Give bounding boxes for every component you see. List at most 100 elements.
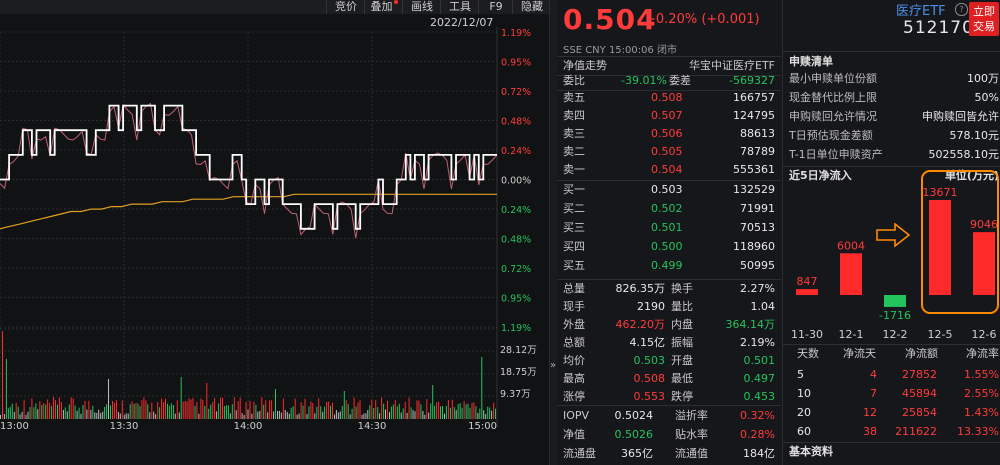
volume-bar (84, 400, 86, 419)
bid-row[interactable]: 买五 0.499 50995 (557, 257, 781, 275)
toolbar-tools-button[interactable]: 工具 (440, 0, 479, 14)
volume-bar (277, 410, 278, 419)
price-line (0, 104, 497, 230)
volume-bar (253, 401, 255, 419)
basic-info-header[interactable]: 基本资料 (783, 443, 1000, 461)
divider (783, 51, 1000, 52)
volume-bar (465, 404, 467, 419)
extra-label: 贴水率 (675, 428, 708, 441)
flow-stats-header-cell: 净流率 (966, 347, 999, 360)
volume-bar (235, 410, 237, 419)
x-tick-label: 13:00 (0, 421, 29, 432)
volume-bar (255, 404, 257, 419)
bid-price: 0.501 (651, 221, 683, 234)
volume-bar (137, 403, 139, 419)
volume-bar (306, 414, 308, 419)
volume-bar (102, 411, 104, 419)
stat-label: 现手 (563, 300, 585, 313)
bid-level-label: 买五 (563, 259, 585, 272)
ask-row[interactable]: 卖三 0.506 88613 (557, 125, 781, 143)
volume-bar (310, 401, 312, 419)
volume-bar (487, 406, 489, 419)
volume-bar (489, 407, 491, 419)
volume-bar (353, 397, 355, 419)
stat-label: 跌停 (671, 390, 693, 403)
intraday-chart-panel[interactable]: 竞价 叠加 画线 工具 F9 隐藏 2022/12/07 1.19% 0.95% 0… (0, 0, 550, 465)
ask-row[interactable]: 卖四 0.507 124795 (557, 107, 781, 125)
extra-label: 净值 (563, 428, 585, 441)
flow-days: 10 (797, 387, 811, 400)
bid-level-label: 买一 (563, 183, 585, 196)
collapse-arrow-icon[interactable]: » (550, 360, 557, 371)
volume-bar (320, 406, 322, 419)
trade-now-button[interactable]: 立即 交易 (969, 2, 999, 36)
volume-bar (247, 409, 249, 419)
stat-row: 总量 826.35万 换手 2.27% (557, 280, 781, 298)
average-price-line (0, 193, 497, 230)
volume-bar (35, 403, 37, 419)
volume-bar (200, 398, 202, 419)
y-tick-label: 1.19% (501, 323, 531, 334)
volume-bar (218, 403, 220, 419)
volume-bar (133, 404, 135, 419)
volume-tick-label: 9.37万 (500, 389, 531, 400)
bid-row[interactable]: 买二 0.502 71991 (557, 200, 781, 218)
volume-bar (365, 413, 367, 419)
volume-bar (402, 408, 404, 419)
toolbar-auction-button[interactable]: 竞价 (326, 0, 365, 14)
nav-row[interactable]: 净值走势 华宝中证医疗ETF (557, 57, 781, 75)
toolbar-f9-button[interactable]: F9 (478, 0, 513, 14)
volume-bar (112, 401, 113, 419)
stat-row: 外盘 462.20万 内盘 364.14万 (557, 316, 781, 334)
volume-bar (314, 413, 316, 419)
ask-row[interactable]: 卖一 0.504 555361 (557, 161, 781, 179)
notification-dot-icon (393, 0, 398, 4)
volume-bar (308, 406, 310, 419)
basic-info-title: 基本资料 (789, 445, 833, 458)
volume-bar (176, 400, 178, 419)
bid-price: 0.499 (651, 259, 683, 272)
stat-row: 均价 0.503 开盘 0.501 (557, 352, 781, 370)
toolbar-hide-button[interactable]: 隐藏 (512, 0, 551, 14)
nav-trend-label[interactable]: 净值走势 (563, 59, 607, 72)
ask-row[interactable]: 卖五 0.508 166757 (557, 89, 781, 107)
volume-bar (322, 411, 324, 419)
bid-volume: 118960 (733, 240, 775, 253)
volume-bar (445, 406, 447, 419)
volume-bar (68, 404, 70, 419)
volume-bar (347, 404, 349, 419)
volume-bar (432, 385, 434, 419)
volume-bar (449, 407, 451, 419)
volume-bar (259, 410, 261, 419)
stat-label: 内盘 (671, 318, 693, 331)
ask-price: 0.508 (651, 91, 683, 104)
subscribe-value: 申购赎回皆允许 (922, 110, 999, 123)
inflow-value-label: -1716 (879, 309, 911, 322)
volume-bar (381, 397, 383, 419)
volume-bar (271, 400, 273, 419)
stat-value: 0.501 (743, 354, 776, 367)
volume-bar (231, 404, 233, 419)
bid-row[interactable]: 买一 0.503 132529 (557, 181, 781, 199)
intraday-chart-svg[interactable]: 1.19% 0.95% 0.72% 0.48% 0.24% 0.00% 0.24% 0.48%… (0, 27, 549, 465)
quote-meta: SSE CNY 15:00:06 闭市 (563, 45, 678, 56)
bid-row[interactable]: 买四 0.500 118960 (557, 238, 781, 256)
ask-row[interactable]: 卖二 0.505 78789 (557, 143, 781, 161)
index-name-label[interactable]: 华宝中证医疗ETF (689, 59, 775, 72)
volume-bar (361, 415, 363, 419)
extra-label: 流通盘 (563, 447, 596, 460)
toolbar-draw-button[interactable]: 画线 (402, 0, 441, 14)
toolbar-overlay-button[interactable]: 叠加 (364, 0, 403, 14)
flow-days: 60 (797, 425, 811, 438)
volume-bar (377, 407, 379, 419)
volume-bar (115, 400, 117, 419)
bid-row[interactable]: 买三 0.501 70513 (557, 219, 781, 237)
inflow-date-label: 11-30 (791, 328, 823, 341)
subscribe-row: 申购赎回允许情况 申购赎回皆允许 (783, 108, 1000, 126)
volume-bar (155, 414, 157, 419)
volume-bar (80, 413, 82, 419)
etf-name[interactable]: 医疗ETF (896, 4, 946, 19)
volume-bar (394, 400, 396, 419)
help-icon[interactable]: ? (955, 3, 968, 16)
volume-bar (302, 405, 304, 419)
